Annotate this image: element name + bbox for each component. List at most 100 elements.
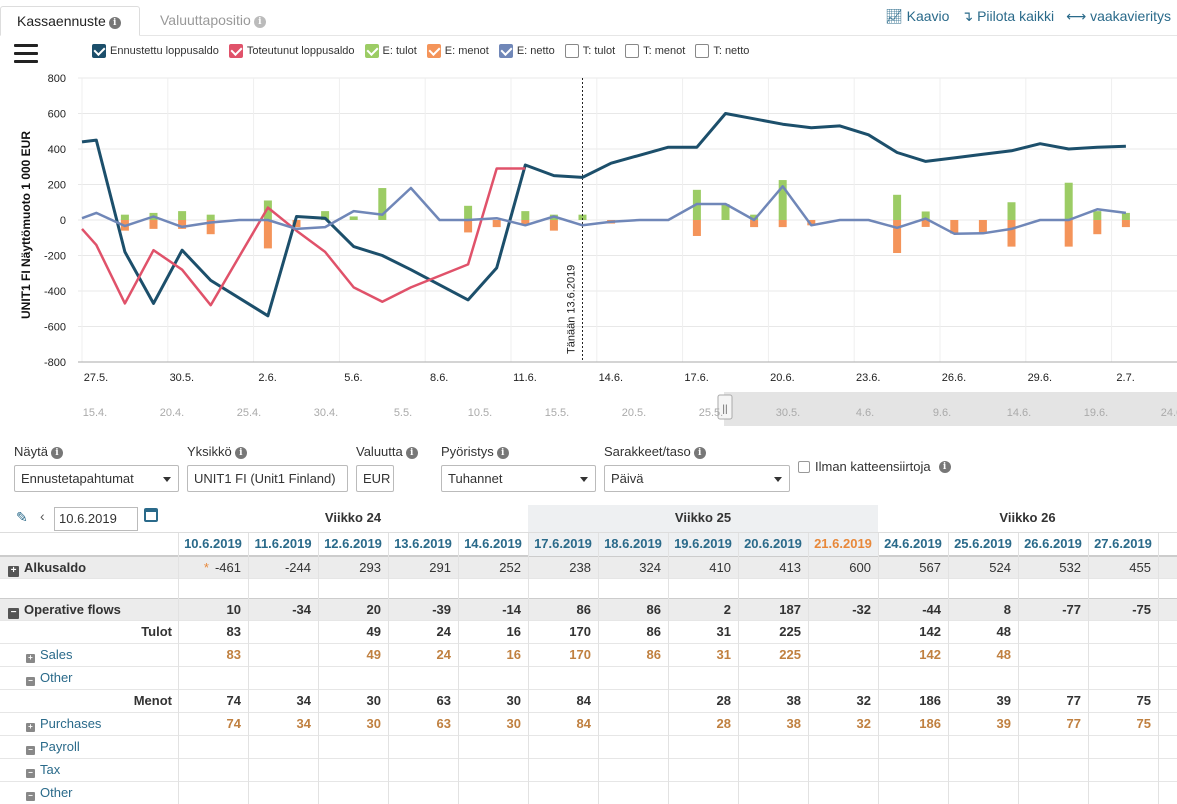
grid-cell[interactable]: 291 bbox=[388, 557, 458, 578]
grid-cell[interactable]: 32 bbox=[808, 713, 878, 735]
row-label[interactable]: − Other bbox=[26, 782, 73, 804]
date-column-header[interactable]: 11.6.2019 bbox=[254, 536, 312, 551]
grid-cell[interactable]: 324 bbox=[598, 557, 668, 578]
rounding-select[interactable]: Tuhannet bbox=[441, 465, 596, 492]
grid-cell[interactable] bbox=[598, 713, 668, 735]
grid-cell[interactable] bbox=[1088, 782, 1158, 804]
collapse-icon[interactable]: − bbox=[26, 677, 35, 686]
legend-item[interactable]: E: menot bbox=[426, 44, 489, 58]
grid-cell[interactable] bbox=[388, 667, 458, 689]
grid-cell[interactable]: 86 bbox=[528, 599, 598, 620]
grid-cell[interactable]: 39 bbox=[948, 713, 1018, 735]
date-column-header[interactable]: 12.6.2019 bbox=[324, 536, 382, 551]
grid-cell[interactable]: 38 bbox=[738, 690, 808, 712]
legend-item[interactable]: T: menot bbox=[625, 44, 685, 58]
tab-valuuttapositio[interactable]: Valuuttapositio i bbox=[144, 6, 294, 36]
collapse-icon[interactable]: − bbox=[26, 792, 35, 801]
grid-cell[interactable]: 567 bbox=[878, 557, 948, 578]
expand-icon[interactable]: + bbox=[26, 723, 35, 732]
grid-cell[interactable]: 86 bbox=[598, 599, 668, 620]
grid-cell[interactable] bbox=[178, 759, 248, 781]
grid-cell[interactable] bbox=[948, 759, 1018, 781]
grid-cell[interactable] bbox=[388, 759, 458, 781]
legend-item[interactable]: T: tulot bbox=[564, 44, 615, 58]
date-column-header[interactable]: 10.6.2019 bbox=[184, 536, 242, 551]
grid-cell[interactable] bbox=[178, 667, 248, 689]
grid-cell[interactable]: 28 bbox=[668, 690, 738, 712]
grid-cell[interactable]: 225 bbox=[738, 644, 808, 666]
grid-cell[interactable] bbox=[878, 759, 948, 781]
date-column-header[interactable]: 27.6.2019 bbox=[1094, 536, 1152, 551]
grid-cell[interactable] bbox=[598, 667, 668, 689]
grid-cell[interactable] bbox=[1158, 599, 1177, 620]
grid-cell[interactable] bbox=[738, 759, 808, 781]
grid-cell[interactable] bbox=[878, 782, 948, 804]
grid-cell[interactable]: -14 bbox=[458, 599, 528, 620]
grid-cell[interactable]: 31 bbox=[668, 621, 738, 643]
grid-cell[interactable]: 170 bbox=[528, 621, 598, 643]
grid-cell[interactable] bbox=[1018, 759, 1088, 781]
legend-checkbox[interactable] bbox=[625, 44, 640, 58]
grid-cell[interactable]: 32 bbox=[808, 690, 878, 712]
collapse-icon[interactable]: − bbox=[26, 769, 35, 778]
grid-cell[interactable] bbox=[1018, 621, 1088, 643]
grid-cell[interactable] bbox=[1018, 667, 1088, 689]
grid-cell[interactable] bbox=[668, 782, 738, 804]
grid-cell[interactable] bbox=[598, 782, 668, 804]
grid-cell[interactable] bbox=[598, 736, 668, 758]
date-column-header[interactable]: 25.6.2019 bbox=[954, 536, 1012, 551]
start-date-input[interactable]: 10.6.2019 bbox=[54, 507, 138, 531]
no-cover-transfers-option[interactable]: Ilman katteensiirtoja i bbox=[798, 459, 951, 474]
row-label[interactable]: − Other bbox=[26, 667, 73, 689]
grid-cell[interactable] bbox=[1088, 621, 1158, 643]
grid-cell[interactable] bbox=[248, 759, 318, 781]
grid-cell[interactable]: 48 bbox=[948, 644, 1018, 666]
columns-select[interactable]: Päivä bbox=[604, 465, 790, 492]
info-icon[interactable]: i bbox=[938, 460, 951, 473]
grid-cell[interactable] bbox=[388, 736, 458, 758]
grid-cell[interactable] bbox=[808, 621, 878, 643]
grid-cell[interactable]: 86 bbox=[598, 621, 668, 643]
grid-cell[interactable] bbox=[1158, 713, 1177, 735]
grid-cell[interactable] bbox=[1018, 644, 1088, 666]
grid-cell[interactable]: 455 bbox=[1088, 557, 1158, 578]
hide-all-button[interactable]: ↴ Piilota kaikki bbox=[961, 8, 1055, 24]
grid-cell[interactable]: 48 bbox=[948, 621, 1018, 643]
chart-toggle-button[interactable]: 📈︎ Kaavio bbox=[884, 8, 950, 24]
grid-cell[interactable]: 83 bbox=[178, 621, 248, 643]
date-column-header[interactable]: 24.6.2019 bbox=[884, 536, 942, 551]
grid-cell[interactable]: -244 bbox=[248, 557, 318, 578]
grid-cell[interactable]: 142 bbox=[878, 621, 948, 643]
date-column-header[interactable]: 18.6.2019 bbox=[598, 533, 668, 556]
info-icon[interactable]: i bbox=[693, 447, 706, 459]
grid-cell[interactable] bbox=[808, 782, 878, 804]
grid-cell[interactable]: 49 bbox=[318, 644, 388, 666]
edit-icon[interactable]: ✎ bbox=[16, 509, 28, 525]
grid-cell[interactable]: 30 bbox=[458, 690, 528, 712]
grid-cell[interactable] bbox=[318, 759, 388, 781]
grid-cell[interactable]: 600 bbox=[808, 557, 878, 578]
grid-cell[interactable] bbox=[528, 667, 598, 689]
grid-cell[interactable] bbox=[1158, 667, 1177, 689]
grid-cell[interactable]: 75 bbox=[1088, 690, 1158, 712]
grid-cell[interactable] bbox=[178, 736, 248, 758]
grid-cell[interactable] bbox=[318, 736, 388, 758]
grid-cell[interactable]: 86 bbox=[598, 644, 668, 666]
legend-item[interactable]: E: tulot bbox=[364, 44, 417, 58]
info-icon[interactable]: i bbox=[405, 447, 418, 459]
grid-cell[interactable] bbox=[668, 667, 738, 689]
grid-cell[interactable] bbox=[248, 782, 318, 804]
info-icon[interactable]: i bbox=[108, 17, 121, 29]
grid-cell[interactable] bbox=[808, 736, 878, 758]
grid-cell[interactable]: 74 bbox=[178, 690, 248, 712]
grid-cell[interactable]: 84 bbox=[528, 690, 598, 712]
grid-cell[interactable] bbox=[1088, 644, 1158, 666]
grid-cell[interactable]: 142 bbox=[878, 644, 948, 666]
grid-cell[interactable] bbox=[458, 759, 528, 781]
legend-checkbox[interactable] bbox=[695, 44, 710, 58]
info-icon[interactable]: i bbox=[253, 16, 266, 28]
legend-checkbox[interactable] bbox=[92, 44, 106, 58]
grid-cell[interactable] bbox=[1018, 736, 1088, 758]
grid-cell[interactable]: 2 bbox=[668, 599, 738, 620]
grid-cell[interactable]: 75 bbox=[1088, 713, 1158, 735]
